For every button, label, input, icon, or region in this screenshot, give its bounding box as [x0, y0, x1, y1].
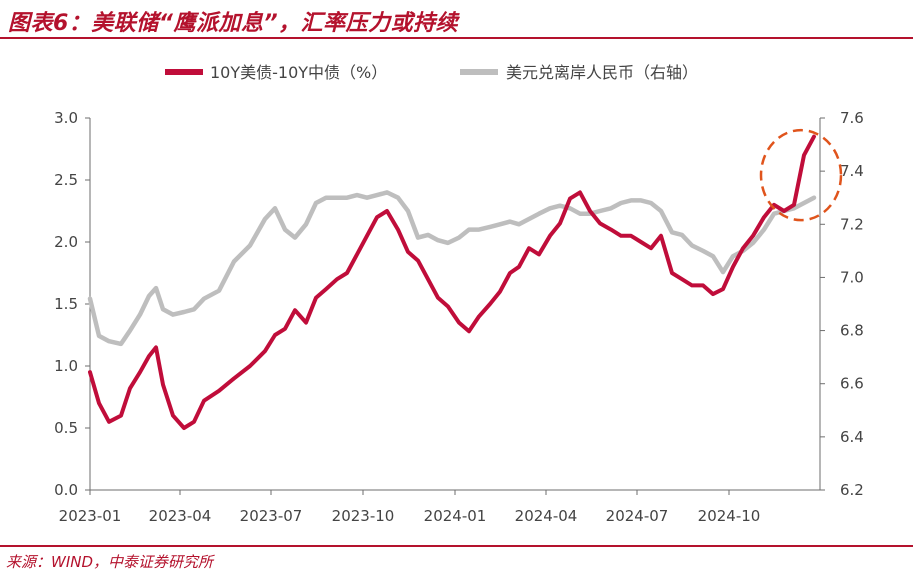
- x-tick-label: 2023-07: [240, 507, 303, 525]
- y-right-tick-label: 6.4: [840, 428, 864, 446]
- y-right-tick-label: 7.2: [840, 215, 864, 233]
- y-right-tick-label: 6.2: [840, 481, 864, 499]
- x-tick-label: 2024-07: [606, 507, 669, 525]
- y-right-tick-label: 7.4: [840, 162, 864, 180]
- series-line-spread: [88, 134, 816, 430]
- legend-swatch-spread: [165, 69, 203, 75]
- y-left-tick-label: 0.0: [54, 481, 78, 499]
- y-right-tick-label: 6.8: [840, 322, 864, 340]
- y-left-tick-label: 2.5: [54, 171, 78, 189]
- y-left-tick-label: 1.5: [54, 295, 78, 313]
- series-line-usdcnh: [87, 190, 817, 347]
- x-tick-label: 2023-04: [149, 507, 212, 525]
- x-tick-label: 2024-01: [424, 507, 487, 525]
- legend: 10Y美债-10Y中债（%） 美元兑离岸人民币（右轴）: [165, 63, 698, 82]
- y-right-tick-label: 7.0: [840, 268, 864, 286]
- y-left-tick-label: 3.0: [54, 109, 78, 127]
- highlight-circle: [759, 128, 843, 222]
- y-left-tick-label: 1.0: [54, 357, 78, 375]
- x-tick-label: 2024-10: [698, 507, 761, 525]
- x-tick-label: 2023-10: [332, 507, 395, 525]
- x-tick-label: 2023-01: [59, 507, 122, 525]
- x-tick-label: 2024-04: [515, 507, 578, 525]
- source-note: 来源：WIND，中泰证券研究所: [6, 553, 214, 571]
- y-left-tick-label: 2.0: [54, 233, 78, 251]
- y-right-tick-label: 7.6: [840, 109, 864, 127]
- legend-label-usdcnh: 美元兑离岸人民币（右轴）: [506, 63, 698, 82]
- y-left-tick-label: 0.5: [54, 419, 78, 437]
- chart-canvas: 10Y美债-10Y中债（%） 美元兑离岸人民币（右轴） 0.0 0.5 1.0 1.5…: [54, 63, 864, 525]
- legend-swatch-usdcnh: [460, 69, 498, 75]
- y-right-tick-label: 6.6: [840, 375, 864, 393]
- annotation-group: [759, 128, 843, 222]
- chart-title: 图表6：美联储“鹰派加息”，汇率压力或持续: [8, 11, 459, 36]
- legend-label-spread: 10Y美债-10Y中债（%）: [210, 63, 387, 82]
- title-divider: [0, 37, 913, 39]
- series-group: [87, 134, 817, 430]
- footer-divider: [0, 545, 913, 547]
- title-bar: 图表6：美联储“鹰派加息”，汇率压力或持续: [0, 0, 913, 39]
- axes: 0.0 0.5 1.0 1.5 2.0 2.5 3.0 6.2 6.4 6.6 6.8 7.0 7.2 7…: [54, 109, 864, 525]
